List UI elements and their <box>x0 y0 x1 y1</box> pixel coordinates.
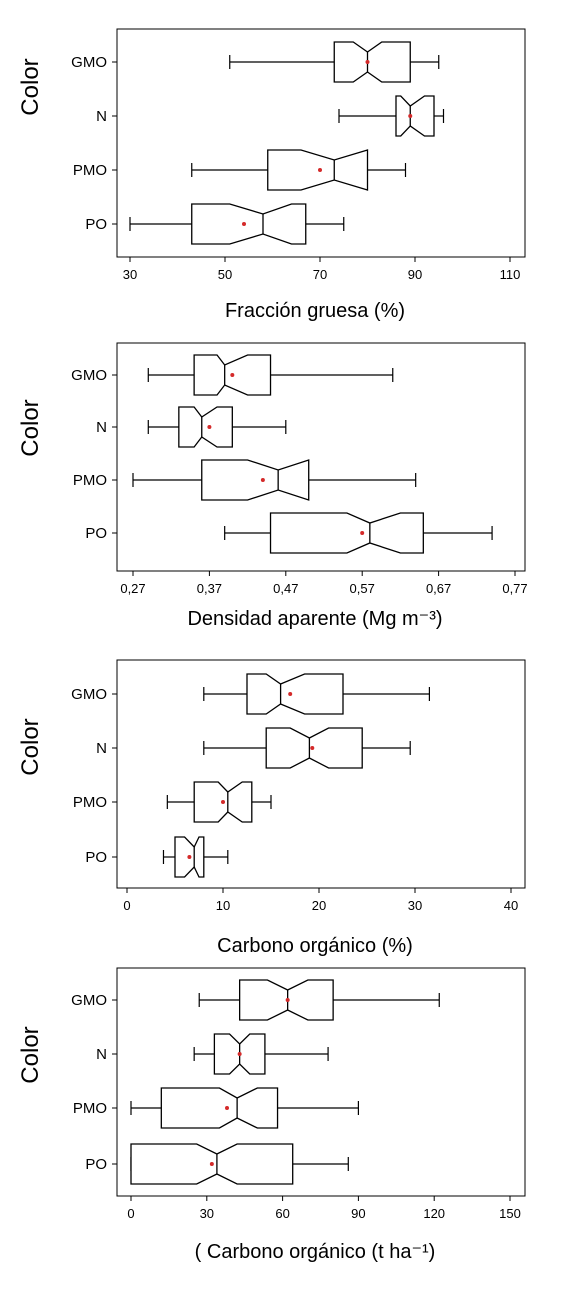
mean-marker <box>242 222 246 226</box>
category-label: GMO <box>71 54 107 71</box>
x-tick-label: 90 <box>351 1206 365 1221</box>
mean-marker <box>408 114 413 118</box>
category-label: PMO <box>73 162 107 179</box>
x-tick-label: 110 <box>500 267 521 282</box>
plot-frame <box>116 342 526 572</box>
x-tick-label: 10 <box>216 898 230 913</box>
x-tick-label: 50 <box>218 267 232 282</box>
category-label: GMO <box>71 686 107 703</box>
category-label: N <box>96 419 107 436</box>
mean-marker <box>225 1106 230 1110</box>
category-label: PMO <box>73 472 107 489</box>
x-axis-label: ( Carbono orgánico (t ha⁻¹) <box>195 1241 436 1263</box>
category-label: PO <box>85 216 107 233</box>
x-tick-label: 0,77 <box>502 581 527 596</box>
x-tick-label: 0,57 <box>350 581 375 596</box>
category-label: GMO <box>71 992 107 1009</box>
category-label: PMO <box>73 1100 107 1117</box>
box-GMO <box>333 41 411 83</box>
mean-marker <box>318 168 322 172</box>
y-axis-label: Color <box>17 399 44 456</box>
category-label: PO <box>85 849 107 866</box>
panel-3: 0 10 20 30 40 GMO N PMO PO Color Carbono orgánico … <box>17 659 526 957</box>
box-PO <box>191 203 307 245</box>
mean-marker <box>360 531 365 535</box>
x-axis-label: Fracción gruesa (%) <box>225 300 405 322</box>
panel-1: 30 50 70 90 110 GMO N PMO PO Color Fracción gruesa… <box>17 28 526 322</box>
x-tick-label: 0 <box>123 898 130 913</box>
mean-marker <box>288 692 293 696</box>
box-PMO <box>267 149 369 191</box>
x-tick-label: 90 <box>408 267 422 282</box>
x-tick-label: 20 <box>312 898 326 913</box>
x-axis-label: Carbono orgánico (%) <box>217 935 413 957</box>
panel-4: 0 30 60 90 120 150 GMO N PMO PO Color ( Carbono org… <box>17 967 526 1263</box>
mean-marker <box>207 425 212 429</box>
category-label: GMO <box>71 367 107 384</box>
box-PO <box>269 512 424 554</box>
x-tick-label: 0,27 <box>120 581 145 596</box>
plot-frame <box>116 967 526 1197</box>
mean-marker <box>365 60 370 64</box>
x-tick-label: 0,47 <box>273 581 298 596</box>
mean-marker <box>221 800 225 804</box>
box-N <box>395 95 435 137</box>
y-axis-label: Color <box>17 58 44 115</box>
mean-marker <box>230 373 235 377</box>
mean-marker <box>285 998 290 1002</box>
x-tick-label: 0 <box>127 1206 134 1221</box>
mean-marker <box>310 746 315 750</box>
x-tick-label: 120 <box>423 1206 445 1221</box>
x-tick-label: 0,67 <box>426 581 451 596</box>
panel-2: 0,27 0,37 0,47 0,57 0,67 0,77 GMO N PMO PO Color De… <box>17 342 528 630</box>
x-tick-label: 30 <box>408 898 422 913</box>
box-GMO <box>246 673 344 715</box>
category-label: N <box>96 1046 107 1063</box>
category-label: PMO <box>73 794 107 811</box>
plot-frame <box>116 659 526 889</box>
box-PMO <box>160 1087 279 1129</box>
category-label: N <box>96 740 107 757</box>
x-tick-label: 150 <box>499 1206 521 1221</box>
x-tick-label: 30 <box>123 267 137 282</box>
category-label: PO <box>85 525 107 542</box>
mean-marker <box>237 1052 242 1056</box>
mean-marker <box>260 478 265 482</box>
y-axis-label: Color <box>17 1026 44 1083</box>
y-axis-label: Color <box>17 718 44 775</box>
mean-marker <box>209 1162 214 1166</box>
plot-frame <box>116 28 526 258</box>
box-PMO <box>201 459 310 501</box>
x-tick-label: 70 <box>313 267 327 282</box>
x-tick-label: 60 <box>275 1206 289 1221</box>
box-N <box>178 406 233 448</box>
x-axis-label: Densidad aparente (Mg m⁻³) <box>187 608 442 630</box>
mean-marker <box>187 855 192 859</box>
x-tick-label: 40 <box>504 898 518 913</box>
category-label: PO <box>85 1156 107 1173</box>
x-tick-label: 30 <box>200 1206 214 1221</box>
x-tick-label: 0,37 <box>197 581 222 596</box>
category-label: N <box>96 108 107 125</box>
